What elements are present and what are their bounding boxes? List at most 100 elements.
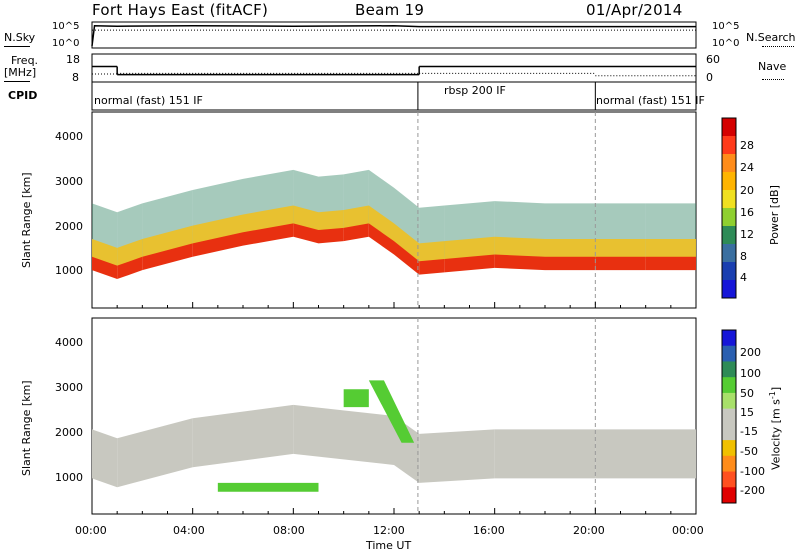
power-yellow-band-11 (444, 236, 495, 262)
cpid-panel-frame (91, 81, 697, 111)
noise-panel-frame (91, 21, 697, 49)
cpid-segment-1: normal (fast) 151 IF (94, 94, 203, 107)
velocity-ytick-1000: 1000 (55, 471, 83, 484)
velocity-ytick-2000: 2000 (55, 426, 83, 439)
power-colorbar-cell-6 (722, 226, 736, 245)
velocity-green-patch-2 (217, 482, 319, 492)
power-yellow-band-10 (419, 241, 445, 264)
noise-left-underline (4, 46, 30, 47)
velocity-cb-tick-m200: -200 (740, 484, 765, 497)
velocity-ytick-4000: 4000 (55, 336, 83, 349)
noise-left-tick-bottom: 10^0 (52, 38, 80, 49)
power-colorbar-cell-9 (722, 280, 736, 299)
velocity-cb-tick-200: 200 (740, 346, 761, 359)
freq-right-tick-top: 60 (706, 53, 720, 66)
radar-title: Fort Hays East (fitACF) (92, 1, 269, 19)
power-yellow-band-12 (494, 236, 545, 259)
freq-left-label-top: Freq. (11, 54, 39, 67)
velocity-colorbar-cell-1 (722, 345, 736, 362)
freq-left-tick-top: 18 (66, 53, 80, 66)
velocity-ytick-3000: 3000 (55, 381, 83, 394)
power-cb-tick-12: 12 (740, 228, 754, 241)
freq-left-label-bottom: [MHz] (4, 66, 37, 79)
power-cb-tick-8: 8 (740, 250, 747, 263)
power-red-band-0 (92, 256, 118, 280)
velocity-gray-band-2 (192, 404, 294, 468)
power-red-band-14 (595, 256, 646, 271)
velocity-colorbar-cell-8 (722, 455, 736, 473)
velocity-colorbar-cell-5 (722, 408, 736, 425)
power-yellow-band-13 (545, 238, 596, 259)
velocity-gray-band-5 (419, 429, 495, 483)
velocity-gray-band-0 (92, 429, 118, 488)
noise-left-tick-top: 10^5 (52, 21, 80, 32)
power-yellow-band-6 (318, 210, 344, 233)
noise-right-underline (762, 46, 794, 47)
freq-left-underline (4, 81, 30, 82)
velocity-cb-tick-15: 15 (740, 406, 754, 419)
power-cb-tick-24: 24 (740, 161, 754, 174)
noise-left-label: N.Sky (4, 31, 36, 44)
power-colorbar-frame (721, 117, 737, 299)
velocity-gray-band-7 (595, 429, 696, 479)
velocity-colorbar-cell-3 (722, 377, 736, 394)
power-red-band-1 (117, 256, 143, 280)
time-tick-16: 16:00 (473, 524, 505, 537)
time-axis-label: Time UT (366, 539, 412, 552)
power-yellow-band-3 (192, 214, 243, 246)
power-yellow-band-9 (394, 223, 420, 264)
power-colorbar-cell-8 (722, 262, 736, 281)
power-colorbar-cell-1 (722, 136, 736, 155)
power-yellow-band-2 (142, 225, 193, 259)
velocity-cb-tick-m15: -15 (740, 425, 758, 438)
velocity-colorbar-cell-10 (722, 487, 736, 504)
power-yellow-band-14 (595, 238, 646, 259)
power-yellow-band-7 (343, 205, 369, 231)
power-cb-tick-20: 20 (740, 184, 754, 197)
power-colorbar-cell-4 (722, 190, 736, 209)
power-red-band-15 (645, 256, 696, 271)
power-ytick-4000: 4000 (55, 130, 83, 143)
cpid-segment-2: rbsp 200 IF (444, 84, 506, 97)
freq-right-tick-bottom: 0 (706, 71, 713, 84)
velocity-colorbar-frame (721, 329, 737, 504)
power-red-band-2 (142, 243, 193, 271)
power-red-band-13 (545, 256, 596, 271)
beam-title: Beam 19 (355, 1, 425, 19)
power-cb-tick-16: 16 (740, 206, 754, 219)
freq-panel-frame (91, 53, 697, 83)
time-tick-04: 04:00 (173, 524, 205, 537)
velocity-cb-tick-50: 50 (740, 387, 754, 400)
time-tick-00: 00:00 (75, 524, 107, 537)
velocity-colorbar-cell-2 (722, 361, 736, 378)
date-title: 01/Apr/2014 (586, 1, 683, 19)
noise-right-label: N.Search (746, 31, 796, 44)
freq-left-tick-bottom: 8 (72, 71, 79, 84)
power-ytick-3000: 3000 (55, 175, 83, 188)
power-red-band-5 (293, 223, 319, 244)
power-red-band-6 (318, 227, 344, 244)
freq-right-underline (762, 79, 784, 80)
power-ytick-2000: 2000 (55, 220, 83, 233)
power-ytick-1000: 1000 (55, 264, 83, 277)
power-red-band-7 (343, 223, 369, 242)
noise-sky-line (91, 24, 696, 47)
velocity-green-patch-1 (343, 389, 369, 408)
cpid-segment-3: normal (fast) 151 IF (596, 94, 705, 107)
velocity-green-streak (368, 380, 415, 443)
power-red-band-4 (243, 223, 294, 246)
power-red-band-8 (368, 223, 394, 255)
velocity-colorbar-cell-0 (722, 330, 736, 347)
velocity-cb-tick-m100: -100 (740, 465, 765, 478)
power-red-band-11 (444, 254, 495, 273)
power-colorbar-cell-3 (722, 172, 736, 191)
time-tick-20: 20:00 (573, 524, 605, 537)
time-tick-24: 00:00 (672, 524, 704, 537)
time-tick-08: 08:00 (273, 524, 305, 537)
power-yellow-band-15 (645, 238, 696, 259)
velocity-gray-band-3 (293, 404, 394, 465)
power-colorbar-cell-2 (722, 154, 736, 173)
power-cb-tick-28: 28 (740, 139, 754, 152)
time-tick-12: 12:00 (373, 524, 405, 537)
power-red-band-12 (494, 254, 545, 271)
